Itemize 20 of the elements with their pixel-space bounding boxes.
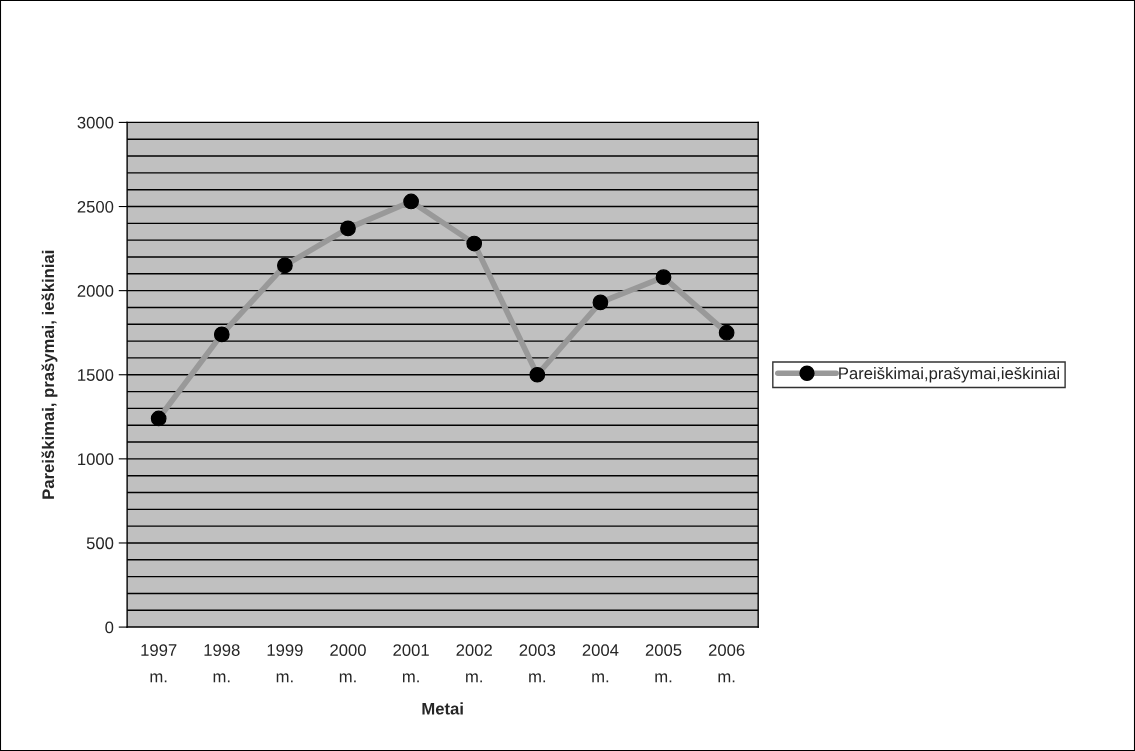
y-tick-label: 3000 xyxy=(77,116,114,129)
y-axis-title: Pareiškimai, prašymai, ieškiniai xyxy=(41,250,58,499)
x-tick-label: 2003 m. xyxy=(519,644,556,683)
x-tick-label: 2004 m. xyxy=(582,644,619,683)
x-tick-label: 2001 m. xyxy=(393,644,429,683)
y-tick-label: 1500 xyxy=(78,369,114,381)
y-tick-label: 500 xyxy=(86,537,114,550)
y-tick-label: 1000 xyxy=(78,453,114,466)
x-axis-title: Metai xyxy=(422,702,463,715)
x-tick-label: 2002 m. xyxy=(456,644,492,683)
x-tick-label: 2005 m. xyxy=(645,644,682,683)
x-tick-label: 1997 m. xyxy=(141,644,177,683)
y-tick-label: 2500 xyxy=(77,200,114,213)
x-tick-label: 2000 m. xyxy=(330,644,366,683)
x-tick-label: 2006 m. xyxy=(708,644,745,683)
x-tick-label: 1998 m. xyxy=(204,644,240,683)
x-tick-label: 1999 m. xyxy=(267,644,303,683)
legend-label: Pareiškimai,prašymai,ieškiniai xyxy=(839,366,1059,383)
y-tick-label: 2000 xyxy=(77,285,114,297)
y-tick-label: 0 xyxy=(105,621,114,634)
